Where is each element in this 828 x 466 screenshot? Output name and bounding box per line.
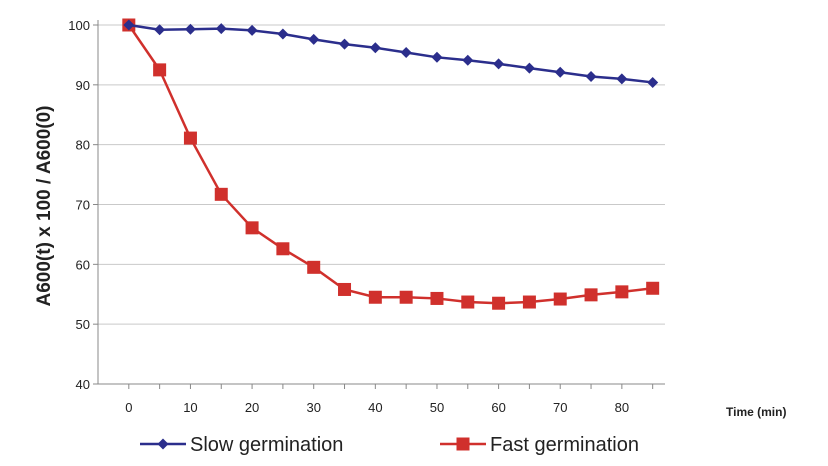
data-point (431, 51, 443, 63)
data-point (493, 58, 505, 70)
data-point (462, 54, 474, 66)
data-point (214, 187, 228, 201)
y-tick-label: 100 (68, 18, 90, 33)
data-point (215, 23, 227, 35)
data-point (276, 242, 290, 256)
data-point (430, 291, 444, 305)
data-point (123, 19, 135, 31)
data-point (245, 221, 259, 235)
data-point (399, 290, 413, 304)
data-point (585, 70, 597, 82)
data-point (523, 62, 535, 74)
legend-item-fast: Fast germination (440, 434, 639, 456)
y-tick-label: 40 (76, 377, 90, 392)
y-tick-label: 90 (76, 78, 90, 93)
legend-label: Fast germination (490, 434, 639, 456)
axes (93, 20, 665, 389)
legend: Slow germination Fast germination (140, 434, 639, 456)
series-line (128, 23, 653, 84)
data-point (553, 292, 567, 306)
legend-item-slow: Slow germination (140, 434, 343, 456)
data-point (153, 63, 167, 77)
tick-labels: 40 50 60 70 80 90 100 0 10 20 30 40 50 60 70 80 (68, 18, 629, 415)
series-slow-germination (123, 19, 659, 88)
data-point (647, 76, 659, 88)
series-fast-germination (122, 18, 660, 310)
data-point (400, 47, 412, 59)
data-point (308, 33, 320, 45)
legend-label: Slow germination (190, 434, 343, 456)
data-point (184, 23, 196, 35)
legend-marker (456, 437, 470, 451)
data-point (368, 290, 382, 304)
x-tick-label: 0 (125, 400, 132, 415)
y-axis-label: A600(t) x 100 / A600(0) (34, 105, 55, 306)
y-tick-label: 50 (76, 317, 90, 332)
data-point (307, 260, 321, 274)
data-point (584, 288, 598, 302)
data-point (616, 73, 628, 85)
series-line (127, 24, 653, 305)
data-point (522, 295, 536, 309)
data-point (492, 296, 506, 310)
gridlines (98, 24, 665, 325)
data-point (646, 281, 660, 295)
data-point (615, 285, 629, 299)
data-point (338, 282, 352, 296)
legend-marker (157, 438, 169, 450)
data-point (554, 66, 566, 78)
y-tick-label: 80 (76, 138, 90, 153)
data-point (369, 42, 381, 54)
data-point (183, 131, 197, 145)
x-axis-label: Time (min) (726, 405, 786, 419)
y-tick-label: 60 (76, 257, 90, 272)
x-tick-label: 30 (306, 400, 320, 415)
x-tick-label: 10 (183, 400, 197, 415)
data-point (277, 28, 289, 40)
series-layer (122, 18, 660, 310)
x-tick-label: 60 (491, 400, 505, 415)
x-tick-label: 80 (615, 400, 629, 415)
data-point (339, 38, 351, 50)
y-tick-label: 70 (76, 198, 90, 213)
data-point (461, 295, 475, 309)
x-tick-label: 20 (245, 400, 259, 415)
x-tick-label: 70 (553, 400, 567, 415)
data-point (154, 24, 166, 36)
x-tick-label: 40 (368, 400, 382, 415)
x-tick-label: 50 (430, 400, 444, 415)
data-point (246, 24, 258, 36)
